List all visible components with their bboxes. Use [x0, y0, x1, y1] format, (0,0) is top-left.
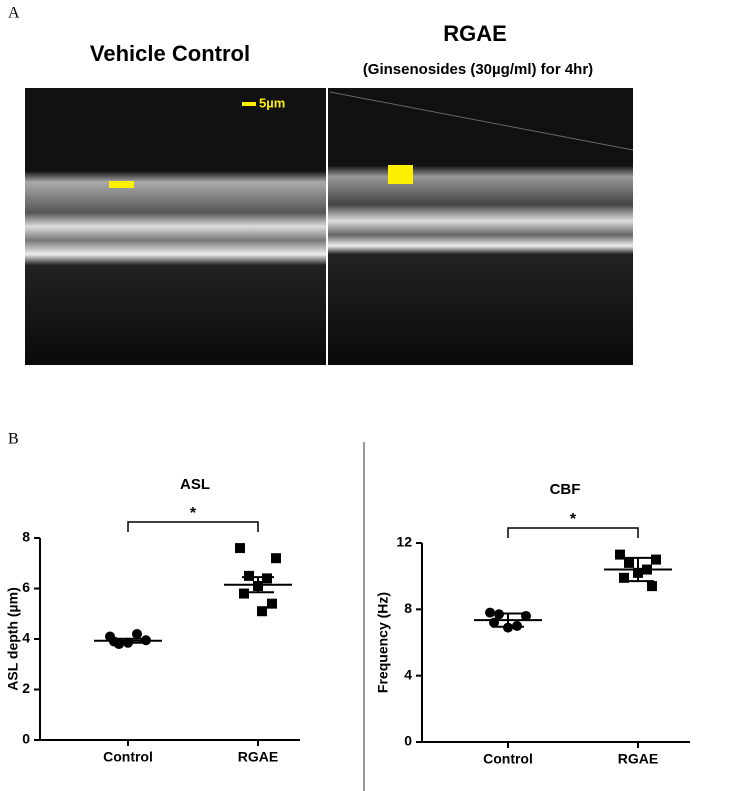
data-point: [647, 581, 657, 592]
significance-bracket: [127, 521, 259, 532]
micrograph: [25, 88, 326, 365]
data-point: [262, 573, 272, 584]
error-bar: [622, 556, 654, 583]
artifact-line: [329, 91, 634, 151]
y-tick-label: 6: [22, 579, 30, 595]
chart-title: CBF: [550, 481, 581, 498]
significance-bracket: [507, 527, 639, 538]
data-point: [271, 553, 281, 564]
scale-bar-label: 5µm: [259, 95, 285, 110]
y-tick-label: 2: [22, 680, 30, 696]
data-point: [615, 549, 625, 560]
x-tick-label: RGAE: [238, 749, 278, 765]
x-tick-label: Control: [103, 749, 153, 765]
micrograph: [328, 88, 633, 365]
image-title: Vehicle Control: [90, 41, 250, 66]
x-tick-label: RGAE: [618, 751, 658, 767]
data-point: [267, 598, 277, 609]
significance-label: *: [190, 505, 197, 522]
y-tick-label: 12: [396, 534, 412, 550]
y-axis-label: Frequency (Hz): [375, 592, 391, 693]
data-point: [619, 572, 629, 583]
data-point: [239, 588, 249, 599]
significance-label: *: [570, 511, 577, 528]
data-point: [651, 554, 661, 565]
y-tick-label: 8: [404, 600, 412, 616]
panel-label: B: [8, 431, 19, 448]
data-point: [132, 628, 142, 639]
y-tick-label: 0: [22, 731, 30, 747]
data-point: [244, 570, 254, 581]
image-title: RGAE: [443, 21, 507, 46]
image-subtitle: (Ginsenosides (30µg/ml) for 4hr): [363, 61, 593, 78]
asl-marker: [109, 181, 134, 188]
x-tick-label: Control: [483, 751, 533, 767]
y-tick-label: 0: [404, 733, 412, 749]
error-bar: [242, 576, 274, 594]
data-point: [485, 607, 495, 618]
data-point: [235, 543, 245, 554]
asl-marker: [388, 165, 413, 184]
data-point: [624, 557, 634, 568]
error-bar: [112, 637, 144, 644]
data-point: [257, 606, 267, 617]
y-axis-label: ASL depth (µm): [5, 587, 21, 690]
y-tick-label: 4: [404, 666, 412, 682]
scale-bar: [242, 102, 256, 106]
panel-label: A: [8, 5, 20, 22]
y-tick-label: 8: [22, 529, 30, 545]
chart-title: ASL: [180, 476, 210, 493]
y-tick-label: 4: [22, 630, 30, 646]
error-bar: [492, 612, 524, 628]
